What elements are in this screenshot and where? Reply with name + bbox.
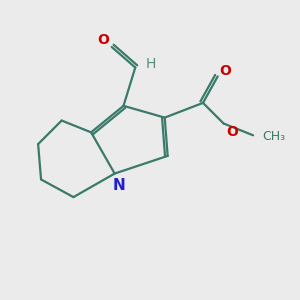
Text: O: O <box>226 125 238 139</box>
Text: CH₃: CH₃ <box>262 130 285 143</box>
Text: O: O <box>219 64 231 78</box>
Text: O: O <box>98 33 110 46</box>
Text: H: H <box>146 57 156 71</box>
Text: N: N <box>113 178 125 194</box>
